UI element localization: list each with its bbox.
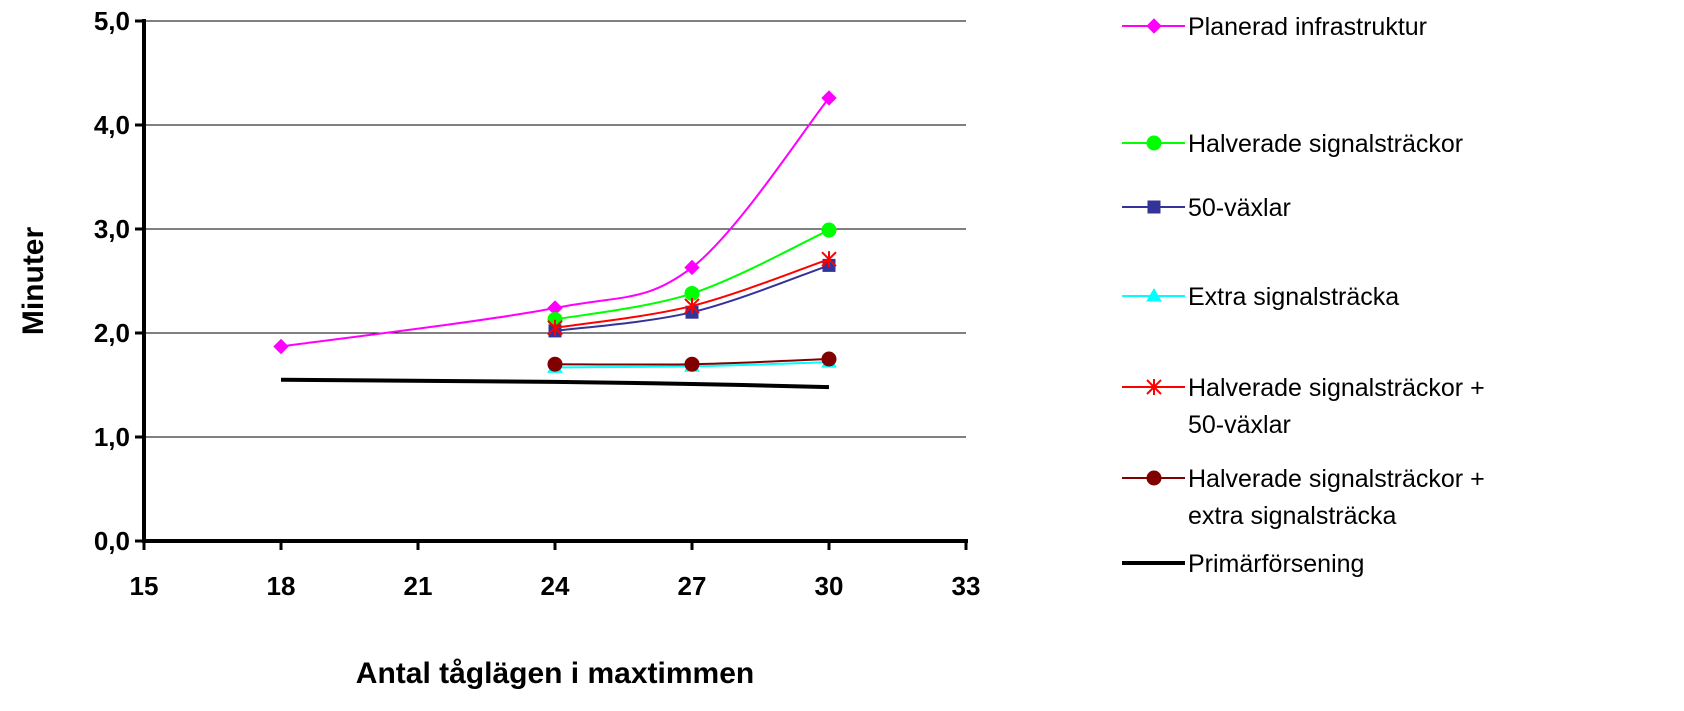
data-point: [547, 319, 563, 336]
x-tick-label: 24: [541, 571, 570, 601]
y-tick-label: 5,0: [94, 6, 130, 36]
legend-swatch-marker: [1146, 288, 1162, 302]
legend-entry-label: Extra signalsträcka: [1188, 283, 1399, 311]
data-point: [821, 90, 837, 106]
x-tick-label: 33: [952, 571, 981, 601]
legend-entry-label: 50-växlar: [1188, 194, 1291, 222]
series-lines: [273, 90, 837, 390]
legend-entry-label: Primärförsening: [1188, 550, 1364, 578]
x-tick-label: 30: [815, 571, 844, 601]
x-tick-label: 18: [267, 571, 296, 601]
axes: [135, 19, 968, 550]
series-line: [280, 97, 830, 348]
x-axis-title: Antal tåglägen i maxtimmen: [356, 657, 754, 690]
legend-entry-label: Planerad infrastruktur: [1188, 13, 1427, 41]
legend-swatch-marker: [1146, 379, 1162, 395]
y-tick-label: 1,0: [94, 422, 130, 452]
data-point: [684, 259, 700, 276]
legend-swatch-marker: [1147, 200, 1161, 214]
data-point: [821, 251, 837, 268]
legend-entry-label: Halverade signalsträckor: [1188, 130, 1463, 158]
legend: Planerad infrastruktur Halverade signalst…: [1122, 13, 1485, 578]
gridlines: [144, 20, 966, 438]
legend-swatch-marker: [1146, 135, 1162, 151]
legend-entry-label: Halverade signalsträckor +: [1188, 374, 1485, 402]
x-tick-label: 27: [678, 571, 707, 601]
y-tick-label: 4,0: [94, 110, 130, 140]
y-tick-label: 3,0: [94, 214, 130, 244]
y-tick-label: 0,0: [94, 526, 130, 556]
legend-entry-label: extra signalsträcka: [1188, 502, 1397, 530]
tick-labels: 0,0 1,0 2,0 3,0 4,0 5,0 15 18 21 24 27 30 33: [94, 6, 981, 601]
x-tick-label: 21: [404, 571, 433, 601]
data-point: [273, 338, 289, 355]
y-axis-title: Minuter: [17, 227, 50, 336]
legend-swatch-marker: [1146, 18, 1162, 34]
series-line: [280, 377, 830, 390]
x-tick-label: 15: [130, 571, 159, 601]
data-point: [547, 356, 563, 372]
data-point: [684, 297, 700, 314]
y-tick-label: 2,0: [94, 318, 130, 348]
data-point: [821, 222, 837, 238]
legend-entry-label: Halverade signalsträckor +: [1188, 465, 1485, 493]
data-point: [821, 351, 837, 367]
data-point: [684, 356, 700, 372]
legend-swatch-marker: [1146, 470, 1162, 486]
legend-entry-label: 50-växlar: [1188, 411, 1291, 439]
